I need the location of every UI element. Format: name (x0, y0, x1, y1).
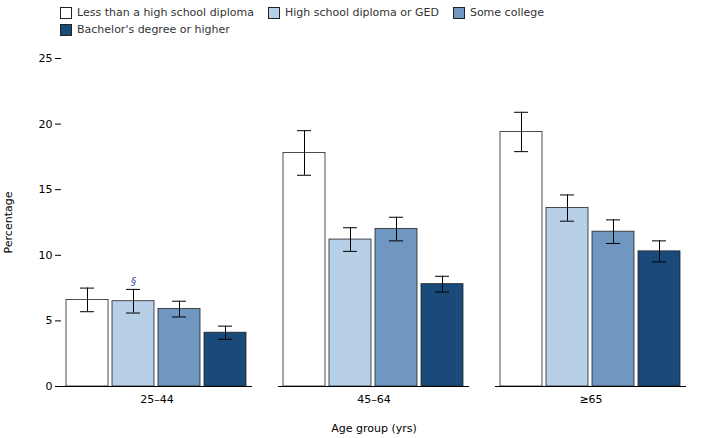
html-text:High school diploma or GED: High school diploma or GED (284, 6, 439, 19)
html-text:Bachelor's degree or higher: Bachelor's degree or higher (77, 23, 230, 36)
svg-text:§: § (131, 275, 137, 288)
svg-text:5: 5 (46, 314, 53, 327)
html-text:Less than a high school diplom: Less than a high school diploma (77, 6, 254, 19)
html-text:Some college: Some college (469, 6, 544, 19)
svg-text:0: 0 (46, 380, 53, 393)
svg-text:25: 25 (39, 52, 53, 65)
svg-text:Age group (yrs): Age group (yrs) (331, 422, 417, 435)
svg-text:Percentage: Percentage (2, 191, 15, 253)
svg-text:45–64: 45–64 (357, 393, 391, 406)
svg-text:≥65: ≥65 (579, 393, 602, 406)
svg-text:10: 10 (39, 249, 53, 262)
svg-text:20: 20 (39, 118, 53, 131)
svg-text:15: 15 (39, 183, 53, 196)
svg-text:25–44: 25–44 (140, 393, 174, 406)
